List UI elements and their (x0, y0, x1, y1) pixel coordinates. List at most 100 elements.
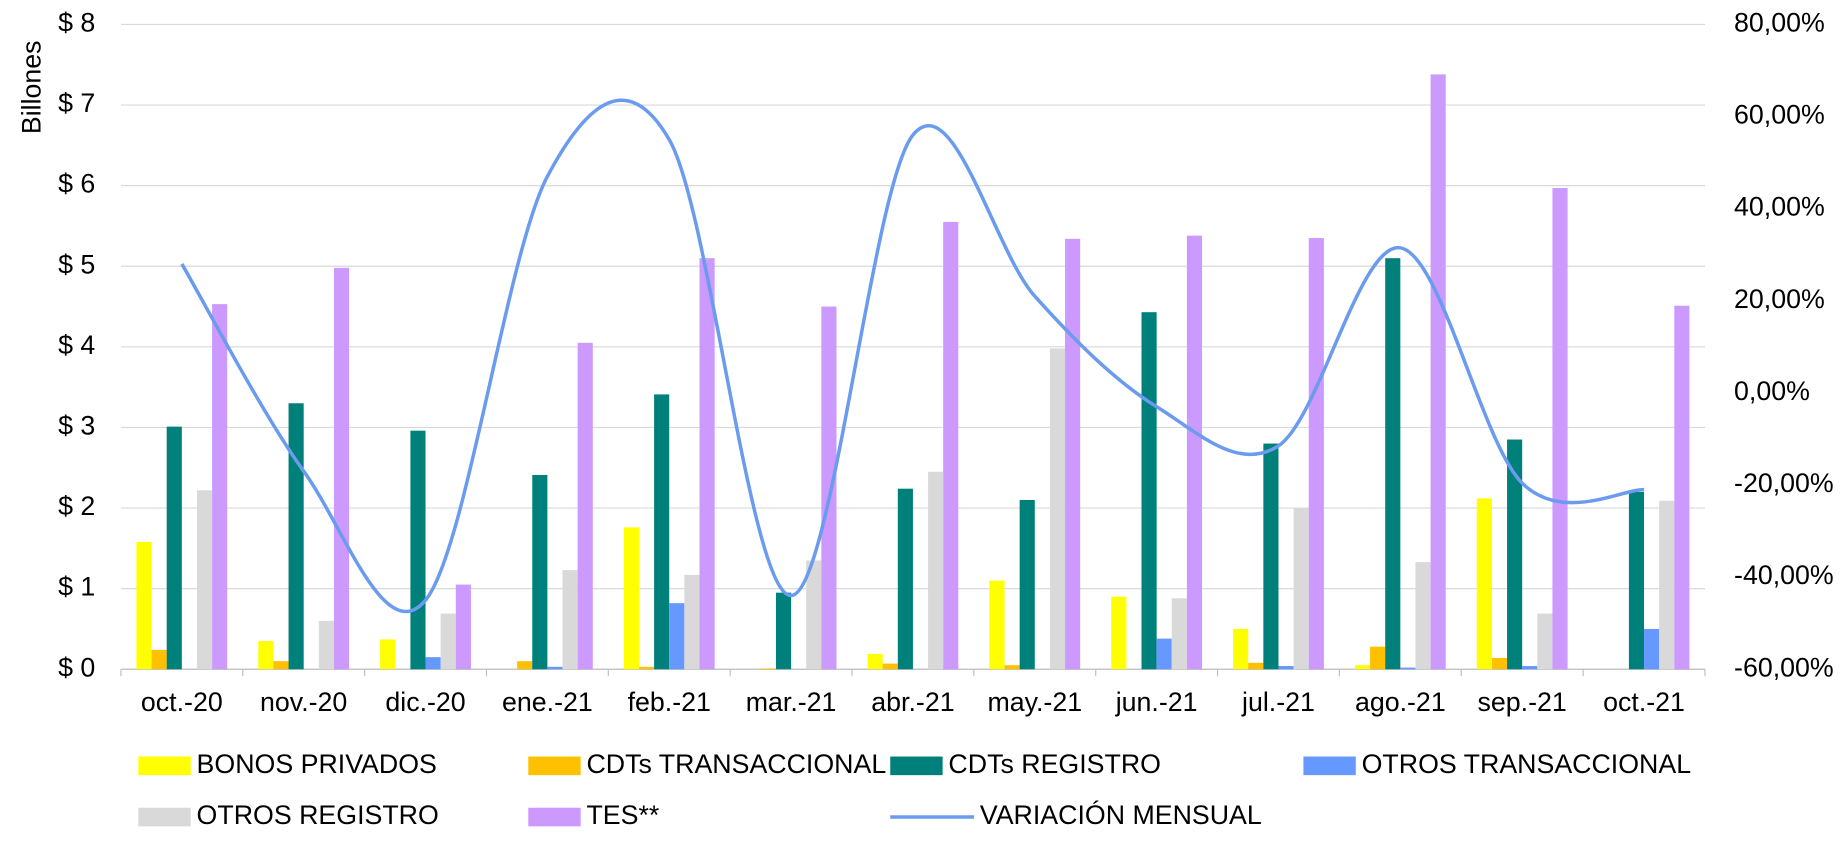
bar (1370, 646, 1386, 670)
legend-label: OTROS TRANSACCIONAL (1362, 749, 1691, 779)
y2-tick-label: 60,00% (1734, 100, 1825, 130)
y-tick-label: $ 5 (58, 249, 95, 279)
legend-swatch (890, 756, 943, 776)
legend-label: CDTs TRANSACCIONAL (586, 749, 886, 779)
y-tick-label: $ 2 (58, 491, 95, 521)
bar (380, 639, 396, 670)
x-tick-label: nov.-20 (260, 687, 347, 717)
bar (1171, 598, 1187, 670)
bar (867, 653, 883, 670)
bar (1552, 188, 1568, 670)
bar (273, 661, 289, 670)
bar (212, 304, 228, 670)
y2-tick-label: -20,00% (1734, 468, 1834, 498)
bar (410, 430, 426, 670)
y-axis-label: Billones (17, 40, 47, 134)
bar (1491, 657, 1508, 670)
x-tick-label: may.-21 (987, 687, 1082, 717)
x-tick-label: feb.-21 (628, 687, 711, 717)
bar (166, 426, 182, 670)
bar (1308, 238, 1324, 670)
y2-tick-label: 80,00% (1734, 8, 1825, 38)
bar (333, 267, 350, 670)
bar (577, 342, 593, 670)
bar (440, 613, 456, 670)
bar (288, 403, 304, 670)
line (180, 98, 1645, 614)
legend-swatch (138, 756, 191, 776)
bar (1476, 498, 1492, 670)
legend-swatch (1303, 756, 1356, 776)
bar (1004, 665, 1020, 670)
bar (1644, 628, 1660, 670)
bar (806, 560, 822, 670)
bar (1628, 491, 1645, 670)
y-tick-label: $ 1 (58, 572, 95, 602)
legend-label: OTROS REGISTRO (197, 800, 439, 830)
bar (684, 574, 700, 670)
legend-swatch (528, 807, 581, 827)
legend-label: CDTs REGISTRO (948, 749, 1161, 779)
y2-tick-label: -60,00% (1734, 652, 1834, 682)
bar (897, 488, 913, 670)
bar (1537, 613, 1553, 670)
bar (1415, 562, 1431, 670)
legend-label: BONOS PRIVADOS (197, 749, 437, 779)
bar (775, 592, 792, 670)
bar (547, 666, 563, 670)
legend-label: VARIACIÓN MENSUAL (980, 799, 1262, 830)
y2-tick-label: 40,00% (1734, 192, 1825, 222)
x-tick-label: dic.-20 (385, 687, 465, 717)
bar (928, 471, 944, 670)
x-tick-label: ago.-21 (1355, 687, 1446, 717)
bar (1385, 258, 1401, 670)
bar (318, 620, 334, 670)
legend-swatch (528, 756, 581, 776)
bar (1156, 638, 1172, 670)
bar (1186, 235, 1203, 670)
bar (821, 306, 837, 670)
x-tick-label: oct.-20 (141, 687, 223, 717)
bar (562, 570, 578, 670)
y2-tick-label: 20,00% (1734, 284, 1825, 314)
x-tick-label: abr.-21 (871, 687, 954, 717)
bar (1065, 238, 1081, 670)
bar (1354, 665, 1371, 670)
bar (1507, 439, 1523, 670)
bar (654, 394, 670, 670)
bar (989, 580, 1005, 670)
bar (1674, 305, 1690, 670)
bar (882, 663, 898, 670)
y-tick-label: $ 4 (58, 330, 95, 360)
bar (1019, 499, 1035, 670)
bar (1430, 74, 1446, 670)
x-tick-label: oct.-21 (1603, 687, 1685, 717)
y-tick-label: $ 6 (58, 169, 95, 199)
y-tick-label: $ 3 (58, 411, 95, 441)
x-tick-label: ene.-21 (502, 687, 593, 717)
bar (1400, 667, 1416, 670)
bar (258, 641, 274, 670)
y-tick-label: $ 8 (58, 8, 95, 38)
bar (532, 474, 548, 670)
bar (669, 603, 685, 670)
legend-swatch (138, 807, 191, 827)
bar (196, 490, 213, 670)
x-tick-label: jul.-21 (1241, 687, 1315, 717)
y2-tick-label: 0,00% (1734, 376, 1810, 406)
bar (136, 541, 152, 670)
y-tick-label: $ 7 (58, 88, 95, 118)
bar (425, 657, 441, 670)
bar (1049, 348, 1066, 670)
bar (638, 666, 655, 670)
bar (1293, 508, 1309, 670)
bar (1248, 662, 1264, 670)
bar (623, 527, 639, 670)
bar (1278, 666, 1294, 670)
bar (1141, 312, 1157, 670)
bar (517, 661, 533, 670)
x-tick-label: sep.-21 (1478, 687, 1567, 717)
bar (455, 584, 471, 670)
